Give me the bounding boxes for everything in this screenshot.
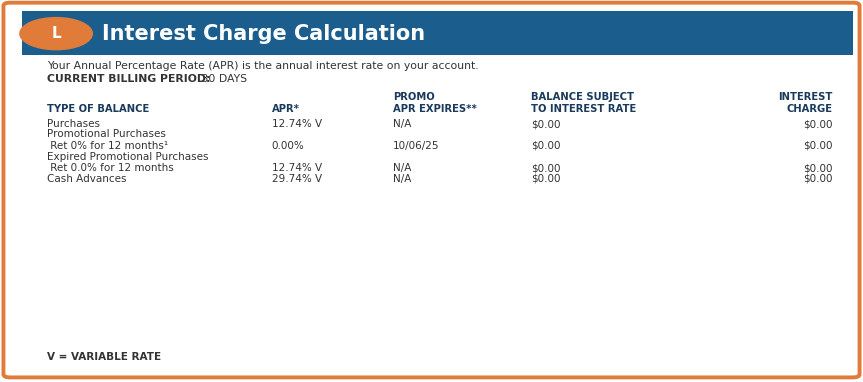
Text: CURRENT BILLING PERIOD:: CURRENT BILLING PERIOD: [47, 74, 211, 84]
Text: Ret 0% for 12 months¹: Ret 0% for 12 months¹ [47, 141, 168, 151]
Text: BALANCE SUBJECT: BALANCE SUBJECT [531, 92, 633, 102]
Text: Cash Advances: Cash Advances [47, 174, 127, 184]
Text: $0.00: $0.00 [531, 174, 560, 184]
Text: PROMO: PROMO [393, 92, 434, 102]
Text: Expired Promotional Purchases: Expired Promotional Purchases [47, 152, 209, 162]
Text: APR EXPIRES**: APR EXPIRES** [393, 104, 476, 114]
Text: $0.00: $0.00 [803, 119, 833, 129]
Text: TO INTEREST RATE: TO INTEREST RATE [531, 104, 636, 114]
Text: Purchases: Purchases [47, 119, 100, 129]
Text: 29.74% V: 29.74% V [272, 174, 322, 184]
Text: Ret 0.0% for 12 months: Ret 0.0% for 12 months [47, 163, 174, 173]
Text: $0.00: $0.00 [803, 163, 833, 173]
FancyBboxPatch shape [3, 3, 860, 377]
Text: V = VARIABLE RATE: V = VARIABLE RATE [47, 352, 161, 362]
Text: INTEREST: INTEREST [778, 92, 833, 102]
Text: $0.00: $0.00 [803, 174, 833, 184]
Text: $0.00: $0.00 [531, 119, 560, 129]
Text: 30 DAYS: 30 DAYS [198, 74, 248, 84]
Circle shape [20, 18, 92, 50]
Text: CHARGE: CHARGE [787, 104, 833, 114]
Text: 10/06/25: 10/06/25 [393, 141, 439, 151]
Text: Interest Charge Calculation: Interest Charge Calculation [102, 24, 425, 44]
Bar [22, 11, 853, 55]
Text: 0.00%: 0.00% [272, 141, 305, 151]
Text: N/A: N/A [393, 119, 411, 129]
Text: 12.74% V: 12.74% V [272, 163, 322, 173]
Text: APR*: APR* [272, 104, 299, 114]
Text: 12.74% V: 12.74% V [272, 119, 322, 129]
Text: TYPE OF BALANCE: TYPE OF BALANCE [47, 104, 149, 114]
Text: N/A: N/A [393, 174, 411, 184]
Text: $0.00: $0.00 [531, 141, 560, 151]
Text: $0.00: $0.00 [531, 163, 560, 173]
Text: Promotional Purchases: Promotional Purchases [47, 129, 167, 139]
Text: Your Annual Percentage Rate (APR) is the annual interest rate on your account.: Your Annual Percentage Rate (APR) is the… [47, 62, 479, 71]
Text: N/A: N/A [393, 163, 411, 173]
Text: L: L [51, 26, 61, 41]
Text: $0.00: $0.00 [803, 141, 833, 151]
